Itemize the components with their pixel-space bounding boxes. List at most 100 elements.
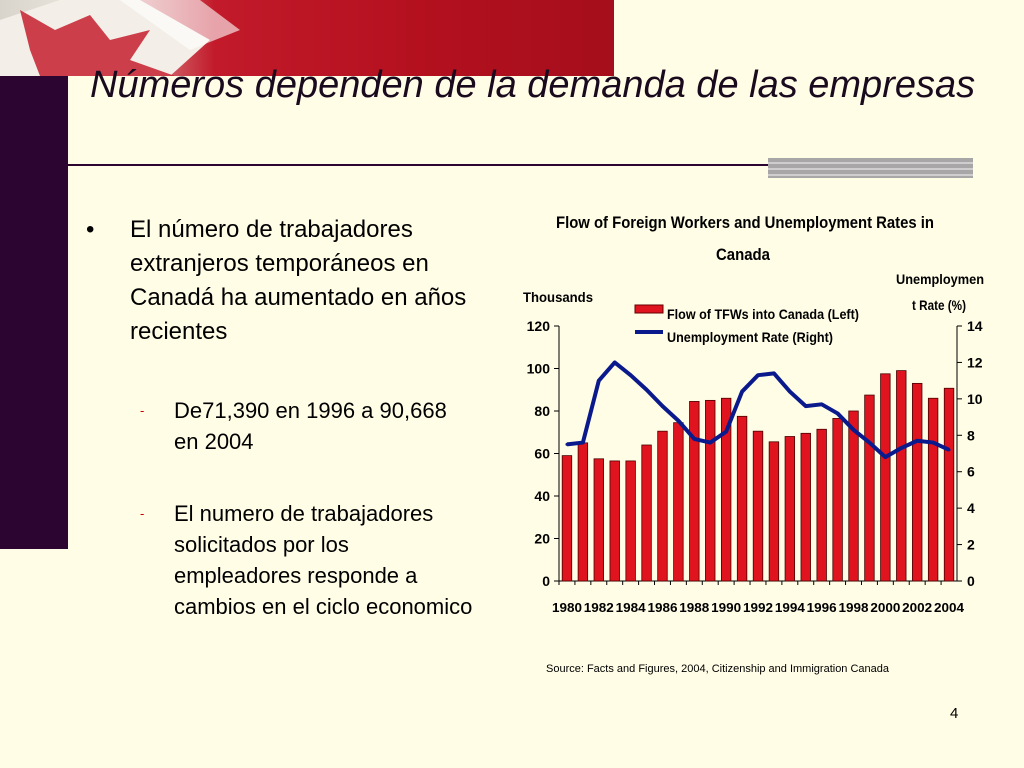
x-tick-label: 1980	[552, 600, 582, 615]
bar	[641, 444, 652, 582]
source-note: Source: Facts and Figures, 2004, Citizen…	[546, 663, 890, 675]
line-point	[867, 441, 871, 445]
line-point	[836, 411, 840, 415]
line-point	[820, 402, 824, 406]
slide-title: Números dependen de la demanda de las em…	[90, 64, 976, 106]
title-divider	[68, 164, 968, 166]
line-point	[883, 455, 887, 459]
x-tick-label: 1982	[584, 600, 614, 615]
x-tick-label: 1990	[711, 600, 741, 615]
right-tick-label: 12	[967, 354, 983, 370]
line-point	[915, 439, 919, 443]
divider-accent	[768, 158, 973, 178]
x-tick-label: 2004	[934, 600, 965, 615]
bullet-icon: •	[86, 216, 95, 243]
page-number: 4	[950, 705, 959, 722]
right-tick-label: 6	[967, 464, 975, 480]
line-point	[899, 446, 903, 450]
bullet-text: El número de trabajadores extranjeros te…	[130, 216, 467, 345]
bar	[943, 387, 955, 582]
line-point	[740, 390, 744, 394]
right-tick-label: 2	[967, 537, 975, 553]
bar	[800, 432, 811, 582]
line-point	[708, 441, 712, 445]
bar	[736, 415, 748, 582]
bar	[752, 430, 764, 582]
bar	[832, 418, 843, 582]
x-tick-label: 2000	[870, 600, 900, 615]
left-axis-label: Thousands	[523, 289, 593, 305]
line-point	[788, 390, 792, 394]
line-point	[660, 404, 664, 408]
line-point	[597, 379, 601, 383]
left-tick-label: 60	[534, 446, 550, 462]
top-banner	[0, 0, 614, 76]
x-tick-label: 1988	[679, 600, 709, 615]
x-tick-label: 1984	[616, 600, 647, 615]
x-tick-label: 1996	[807, 600, 837, 615]
left-tick-label: 0	[542, 573, 550, 589]
line-point	[581, 441, 585, 445]
right-tick-label: 8	[967, 427, 975, 443]
bar	[705, 399, 716, 582]
legend: Flow of TFWs into Canada (Left) Unemploy…	[634, 304, 859, 345]
left-tick-label: 120	[527, 318, 551, 334]
line-point	[629, 373, 633, 377]
bar	[689, 401, 700, 582]
bar	[577, 442, 589, 582]
right-tick-label: 4	[967, 500, 975, 516]
line-point	[645, 388, 649, 392]
line-point	[613, 360, 617, 364]
left-tick-label: 20	[534, 531, 550, 547]
line-point	[756, 373, 760, 377]
left-tick-label: 100	[527, 361, 551, 377]
chart-title-line2: Canada	[716, 245, 770, 264]
bar	[561, 455, 573, 582]
bar	[896, 370, 907, 582]
line-point	[931, 441, 935, 445]
bar	[673, 422, 684, 582]
legend-bar-label: Flow of TFWs into Canada (Left)	[667, 306, 859, 322]
bar	[625, 460, 636, 582]
line-point	[852, 428, 856, 432]
legend-line-label: Unemployment Rate (Right)	[667, 329, 833, 345]
line-point	[772, 371, 776, 375]
right-axis-label-line1: Unemploymen	[896, 271, 984, 287]
x-tick-label: 1994	[775, 600, 806, 615]
left-tick-label: 40	[534, 488, 550, 504]
x-tick-label: 1986	[647, 600, 677, 615]
right-axis-label-line2: t Rate (%)	[912, 297, 966, 313]
bar	[609, 460, 620, 582]
line-point	[692, 437, 696, 441]
legend-bar-swatch	[634, 304, 664, 314]
bar	[720, 397, 732, 582]
bar	[848, 410, 859, 582]
chart: Flow of Foreign Workers and Unemployment…	[523, 213, 984, 615]
bar	[816, 428, 827, 582]
bar	[657, 430, 668, 582]
maple-leaf-flag-image	[0, 0, 240, 76]
bar	[912, 382, 923, 582]
right-tick-label: 14	[967, 318, 983, 334]
line-point	[947, 448, 951, 452]
bar	[864, 394, 875, 582]
subbullet-text: El numero de trabajadores solicitados po…	[174, 501, 473, 619]
subbullet-text: De71,390 en 1996 a 90,668 en 2004	[174, 398, 447, 454]
x-tick-label: 1998	[839, 600, 869, 615]
right-tick-label: 10	[967, 391, 983, 407]
bar	[768, 441, 780, 582]
bar	[880, 373, 891, 582]
line-point	[804, 404, 808, 408]
x-tick-label: 1992	[743, 600, 773, 615]
bar	[593, 458, 604, 582]
chart-title-line1: Flow of Foreign Workers and Unemployment…	[556, 213, 934, 232]
line-point	[676, 419, 680, 423]
dash-icon: -	[140, 403, 145, 418]
bar	[927, 397, 939, 582]
bar	[784, 436, 796, 582]
line-point	[565, 442, 569, 446]
right-tick-label: 0	[967, 573, 975, 589]
dash-icon: -	[140, 506, 145, 521]
x-tick-label: 2002	[902, 600, 932, 615]
